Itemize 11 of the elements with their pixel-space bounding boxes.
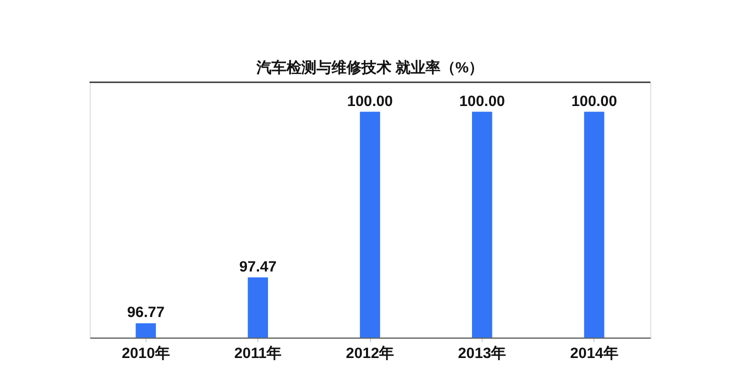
x-tick-label: 2011年 <box>234 345 282 362</box>
data-label: 96.77 <box>127 304 164 322</box>
x-tick-label: 2012年 <box>346 345 394 362</box>
data-label: 100.00 <box>347 92 393 110</box>
data-label: 100.00 <box>571 92 618 110</box>
x-tick-label: 2010年 <box>122 345 170 362</box>
chart-title: 汽车检测与维修技术 就业率（%） <box>255 58 484 77</box>
x-tick-label: 2013年 <box>458 345 506 362</box>
x-tick-label: 2014年 <box>570 345 618 362</box>
data-label: 97.47 <box>239 258 277 276</box>
data-label: 100.00 <box>459 92 505 110</box>
